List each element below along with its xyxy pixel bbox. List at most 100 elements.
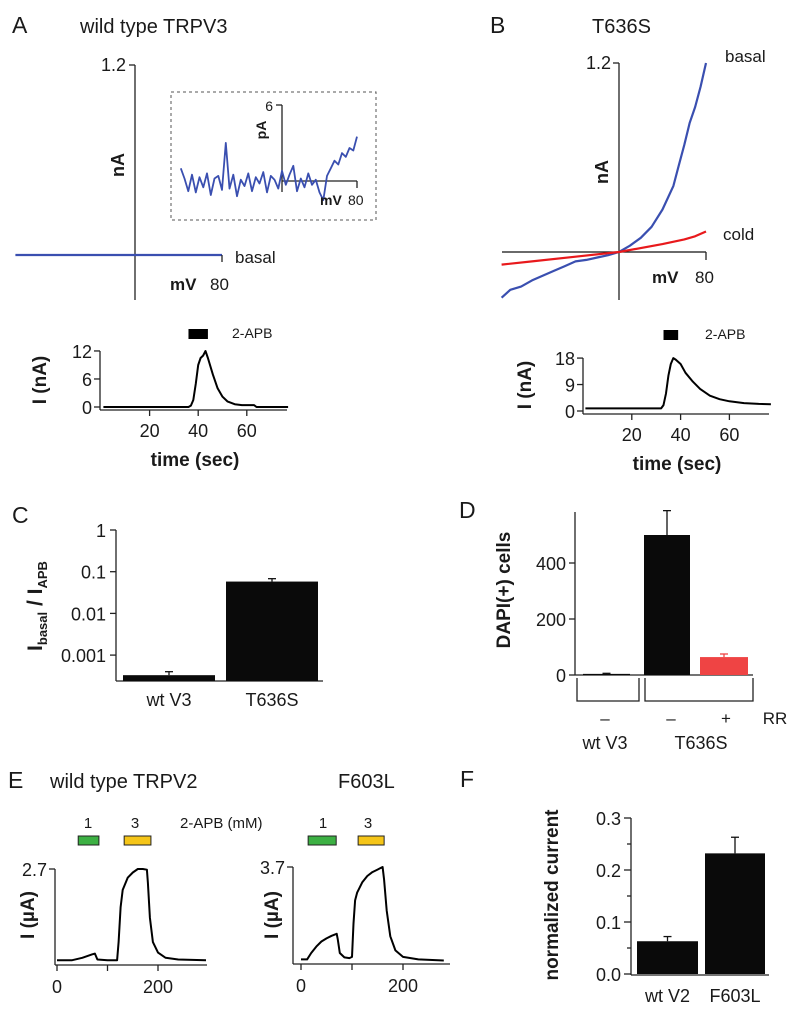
trace-label-basal: basal — [235, 248, 276, 267]
y-tick-label: 0.01 — [71, 604, 106, 624]
y-axis-label: DAPI(+) cells — [494, 532, 515, 649]
bar-t636s — [644, 535, 690, 675]
error-bar-0 — [663, 935, 672, 942]
trace-plot-wt-trpv2: 2.7 I (µA) 0 200 1 3 — [18, 815, 207, 997]
y-axis-label: I (nA) — [30, 356, 51, 405]
x-tick-label: 40 — [188, 421, 208, 441]
error-bar-0 — [165, 671, 173, 676]
apb-3mM-bar — [123, 835, 152, 846]
x-tick-label: 200 — [143, 977, 173, 997]
y-tick-label: 6 — [82, 370, 92, 390]
y-tick-label: 1.2 — [101, 55, 126, 75]
time-course-plot: 0 9 18 20 40 60 I (nA) time (sec) 2-APB — [515, 326, 771, 475]
x-axis-label: mV — [170, 275, 197, 294]
x-category-label: F603L — [709, 986, 760, 1006]
trace-cold — [501, 230, 707, 266]
y-tick-label: 0 — [565, 402, 575, 422]
x-tick-label: 80 — [210, 275, 229, 294]
trace-plot-f603l: 3.7 I (µA) 0 200 1 3 — [260, 815, 450, 996]
panel-b-title: T636S — [592, 16, 651, 38]
current-trace — [301, 866, 444, 962]
x-category-label: wt V2 — [644, 986, 690, 1006]
y-tick-label: 18 — [555, 349, 575, 369]
current-trace — [57, 868, 207, 962]
x-tick-label: 200 — [388, 976, 418, 996]
x-category-label: wt V3 — [145, 690, 191, 710]
inset-y-axis-label: pA — [253, 121, 269, 140]
y-axis-label: nA — [592, 160, 612, 184]
group-label-wt-v3: wt V3 — [581, 733, 627, 753]
trace-label-basal: basal — [725, 47, 766, 66]
y-tick-label: 1.2 — [586, 53, 611, 73]
x-tick-label: 20 — [140, 421, 160, 441]
y-label-sub1: basal — [35, 612, 50, 645]
error-bar-1 — [663, 509, 671, 535]
x-axis-label: time (sec) — [633, 454, 722, 475]
iv-plot-b: 1.2 nA basal cold mV 80 — [500, 47, 766, 300]
panel-c: C 0.001 0.01 0.1 1 wt V3 T636S Ibasal / IAPB — [12, 502, 323, 710]
y-tick-label: 0.1 — [81, 563, 106, 583]
rr-sign: – — [666, 709, 676, 728]
apb-1mM-bar — [307, 835, 337, 846]
x-axis-label: time (sec) — [151, 450, 240, 471]
y-axis-label: Ibasal / IAPB — [24, 561, 50, 651]
x-tick-label: 0 — [52, 977, 62, 997]
rr-sign: + — [721, 709, 731, 728]
panel-label-b: B — [490, 12, 505, 38]
bar-f603l — [705, 853, 765, 974]
x-tick-label: 60 — [719, 425, 739, 445]
iv-plot-a: 1.2 nA basal mV 80 — [15, 55, 276, 300]
y-tick-label: 0.0 — [596, 965, 621, 985]
y-tick-label: 0 — [82, 398, 92, 418]
inset-x-tick-label: 80 — [348, 192, 364, 208]
error-bar-2 — [720, 653, 728, 658]
bar-wt-v2 — [637, 941, 698, 974]
panel-label-d: D — [459, 497, 476, 523]
y-tick-label: 12 — [72, 342, 92, 362]
y-axis-label: normalized current — [542, 809, 563, 981]
rr-label: RR — [763, 709, 788, 728]
y-tick-label: 0.1 — [596, 913, 621, 933]
x-tick-label: 80 — [695, 268, 714, 287]
y-label-main: I — [24, 645, 47, 651]
panel-label-e: E — [8, 767, 23, 793]
y-tick-label: 9 — [565, 376, 575, 396]
inset-a: 6 pA mV 80 — [170, 91, 377, 221]
x-axis-label: mV — [652, 268, 679, 287]
inset-trace-basal — [179, 136, 358, 202]
error-bar-1 — [731, 836, 739, 854]
y-tick-label: 0.001 — [61, 646, 106, 666]
panel-f: F 0.0 0.1 0.2 0.3 normalized current wt V2 F603… — [460, 766, 769, 1006]
2-apb-label: 2-APB — [232, 325, 272, 341]
time-course-plot: 0 6 12 20 40 60 I (nA) time (sec) 2-APB — [30, 325, 289, 471]
2-apb-concentration-label: 2-APB (mM) — [180, 815, 263, 832]
y-tick-label: 1 — [96, 521, 106, 541]
bar-wt-v3 — [123, 675, 215, 681]
concentration-label: 3 — [364, 815, 372, 832]
bar-t636s-rr — [700, 657, 748, 675]
2-apb-application-bar — [663, 330, 679, 340]
group-brackets — [576, 678, 754, 702]
inset-x-axis-label: mV — [320, 192, 342, 208]
panel-a-title: wild type TRPV3 — [79, 16, 227, 38]
apb-3mM-bar — [357, 835, 385, 846]
panel-label-c: C — [12, 502, 29, 528]
rr-sign: – — [600, 709, 610, 728]
y-axis-label: I (µA) — [262, 891, 283, 939]
panel-label-f: F — [460, 766, 474, 792]
trace-label-cold: cold — [723, 225, 754, 244]
2-apb-label: 2-APB — [705, 326, 745, 342]
panel-label-a: A — [12, 12, 28, 38]
y-label-mid: / I — [24, 589, 47, 612]
y-tick-label: 0.2 — [596, 861, 621, 881]
inset-y-tick-label: 6 — [265, 98, 273, 114]
y-label-sub2: APB — [35, 561, 50, 588]
x-tick-label: 60 — [237, 421, 257, 441]
current-trace — [103, 350, 289, 408]
apb-1mM-bar — [77, 835, 100, 846]
bar-t636s — [226, 581, 318, 681]
concentration-label: 1 — [319, 815, 327, 832]
